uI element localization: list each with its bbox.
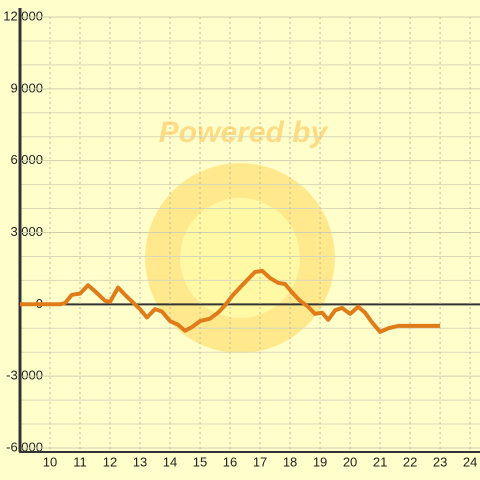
x-tick-label: 14 xyxy=(163,454,177,469)
y-tick-label: -6,000 xyxy=(6,439,43,454)
watermark-logo xyxy=(145,163,335,353)
y-tick-label: 3,000 xyxy=(10,224,43,239)
x-tick-label: 13 xyxy=(133,454,147,469)
x-tick-label: 15 xyxy=(193,454,207,469)
x-tick-label: 20 xyxy=(343,454,357,469)
y-tick-label: -3,000 xyxy=(6,368,43,383)
x-tick-label: 12 xyxy=(103,454,117,469)
x-tick-label: 17 xyxy=(253,454,267,469)
x-tick-label: 24 xyxy=(463,454,477,469)
x-tick-label: 21 xyxy=(373,454,387,469)
y-tick-label: 6,000 xyxy=(10,152,43,167)
y-tick-label: 9,000 xyxy=(10,80,43,95)
x-tick-label: 19 xyxy=(313,454,327,469)
watermark: Powered by xyxy=(159,116,329,149)
x-tick-label: 16 xyxy=(223,454,237,469)
y-tick-label: 12,000 xyxy=(3,8,43,23)
x-tick-label: 23 xyxy=(433,454,447,469)
x-tick-label: 22 xyxy=(403,454,417,469)
x-tick-label: 10 xyxy=(43,454,57,469)
x-tick-label: 18 xyxy=(283,454,297,469)
data-line xyxy=(20,268,441,334)
x-tick-label: 11 xyxy=(73,454,87,469)
